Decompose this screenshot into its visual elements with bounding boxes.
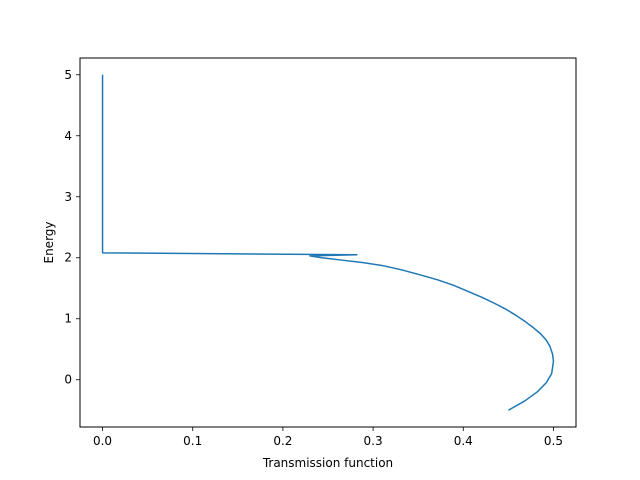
x-tick-label: 0.1: [183, 434, 202, 448]
y-tick-label: 1: [64, 312, 72, 326]
x-tick-label: 0.0: [93, 434, 112, 448]
x-tick-label: 0.3: [364, 434, 383, 448]
x-tick-label: 0.4: [454, 434, 473, 448]
y-tick-label: 0: [64, 373, 72, 387]
y-tick-label: 2: [64, 251, 72, 265]
y-axis-ticks: 0 1 2 3 4 5: [64, 68, 80, 387]
axes-frame: [79, 57, 577, 428]
y-axis-label: Energy: [42, 221, 56, 263]
y-tick-label: 4: [64, 129, 72, 143]
x-tick-label: 0.5: [544, 434, 563, 448]
x-tick-label: 0.2: [273, 434, 292, 448]
y-tick-label: 5: [64, 68, 72, 82]
x-axis-ticks: 0.0 0.1 0.2 0.3 0.4 0.5: [93, 427, 563, 448]
series-line-0: [101, 74, 555, 411]
plot-area: [101, 74, 555, 411]
y-tick-label: 3: [64, 190, 72, 204]
x-axis-label: Transmission function: [262, 456, 393, 470]
